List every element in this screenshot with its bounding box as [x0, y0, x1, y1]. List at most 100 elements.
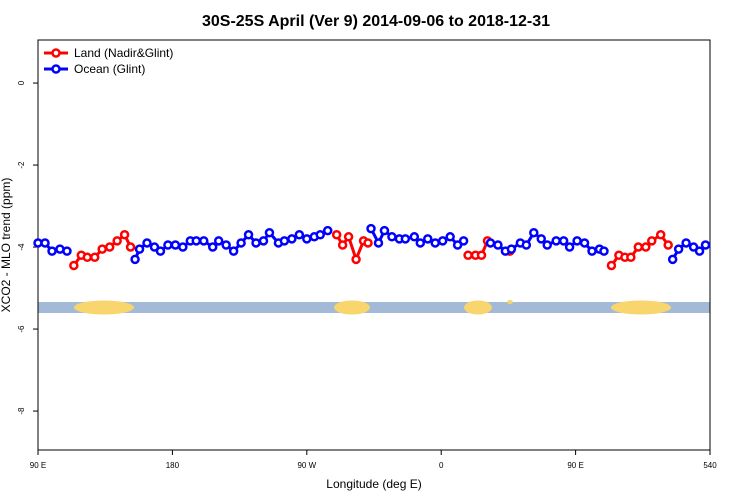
- point: [437, 236, 448, 246]
- point: [62, 246, 72, 256]
- point: [287, 234, 297, 244]
- point: [170, 240, 181, 250]
- point: [564, 242, 575, 252]
- point: [134, 244, 145, 254]
- point: [294, 230, 305, 240]
- point: [694, 246, 705, 256]
- point: [647, 236, 657, 246]
- point: [551, 236, 561, 246]
- point: [112, 236, 122, 246]
- y-axis-label: XCO2 - MLO trend (ppm): [0, 178, 13, 313]
- point: [178, 242, 188, 252]
- point: [409, 232, 420, 242]
- y-tick-label: -4: [17, 243, 26, 251]
- point: [89, 252, 100, 263]
- surface-band: [38, 300, 710, 315]
- point: [130, 254, 140, 265]
- point: [258, 236, 269, 246]
- point: [572, 236, 582, 246]
- point: [264, 227, 275, 238]
- point: [279, 236, 290, 246]
- point: [119, 230, 130, 240]
- point: [213, 236, 224, 246]
- point: [485, 238, 496, 248]
- point: [251, 238, 261, 248]
- point: [331, 230, 342, 240]
- point: [633, 242, 644, 252]
- land-patch: [74, 300, 134, 315]
- point: [681, 238, 691, 248]
- point: [536, 234, 547, 244]
- point: [302, 234, 312, 244]
- point: [387, 232, 397, 242]
- point: [415, 238, 426, 248]
- point: [343, 232, 354, 242]
- point: [199, 236, 209, 246]
- point: [445, 232, 455, 242]
- point: [337, 240, 348, 250]
- ocean-band: [38, 302, 710, 313]
- point: [351, 254, 361, 265]
- point: [400, 234, 411, 244]
- point: [655, 230, 666, 240]
- point: [673, 244, 684, 254]
- land-patch: [611, 300, 671, 315]
- point: [667, 254, 678, 265]
- point: [626, 252, 636, 263]
- point: [587, 246, 597, 256]
- point: [458, 236, 469, 246]
- x-tick-label: 540: [703, 461, 717, 470]
- legend-marker: [51, 64, 61, 74]
- point: [243, 230, 254, 240]
- point: [228, 246, 239, 256]
- point: [149, 242, 160, 252]
- point: [521, 240, 532, 250]
- point: [423, 234, 433, 244]
- legend-label: Land (Nadir&Glint): [74, 46, 173, 60]
- point: [379, 225, 390, 236]
- point: [163, 240, 173, 250]
- y-tick-label: -8: [17, 407, 26, 415]
- point: [366, 223, 376, 234]
- point: [542, 240, 552, 250]
- point: [579, 238, 590, 248]
- point: [529, 227, 539, 238]
- point: [558, 236, 569, 246]
- point: [104, 242, 115, 252]
- land-patch: [507, 300, 513, 304]
- legend-label: Ocean (Glint): [74, 62, 145, 76]
- point: [69, 260, 79, 271]
- point: [221, 240, 231, 250]
- x-tick-label: 0: [439, 461, 444, 470]
- point: [606, 260, 617, 271]
- point: [322, 225, 333, 236]
- y-tick-label: -6: [17, 325, 26, 333]
- point: [363, 238, 373, 248]
- x-tick-label: 90 E: [567, 461, 583, 470]
- point: [476, 250, 487, 260]
- point: [663, 240, 673, 250]
- point: [142, 238, 152, 248]
- point: [191, 236, 202, 246]
- chart-title: 30S-25S April (Ver 9) 2014-09-06 to 2018…: [202, 13, 550, 30]
- x-tick-label: 90 E: [30, 461, 46, 470]
- point: [236, 238, 246, 248]
- point: [599, 246, 609, 256]
- point: [40, 238, 50, 248]
- point: [207, 242, 218, 252]
- point: [463, 250, 473, 260]
- point: [315, 230, 325, 240]
- x-axis-label: Longitude (deg E): [326, 477, 421, 491]
- y-tick-label: -2: [17, 161, 26, 169]
- x-tick-label: 180: [166, 461, 180, 470]
- y-tick-label: 0: [17, 80, 26, 85]
- point: [641, 242, 651, 252]
- point: [700, 240, 711, 250]
- land-patch: [334, 300, 370, 315]
- point: [452, 240, 463, 250]
- point: [82, 252, 93, 263]
- point: [125, 242, 136, 252]
- x-tick-label: 90 W: [297, 461, 316, 470]
